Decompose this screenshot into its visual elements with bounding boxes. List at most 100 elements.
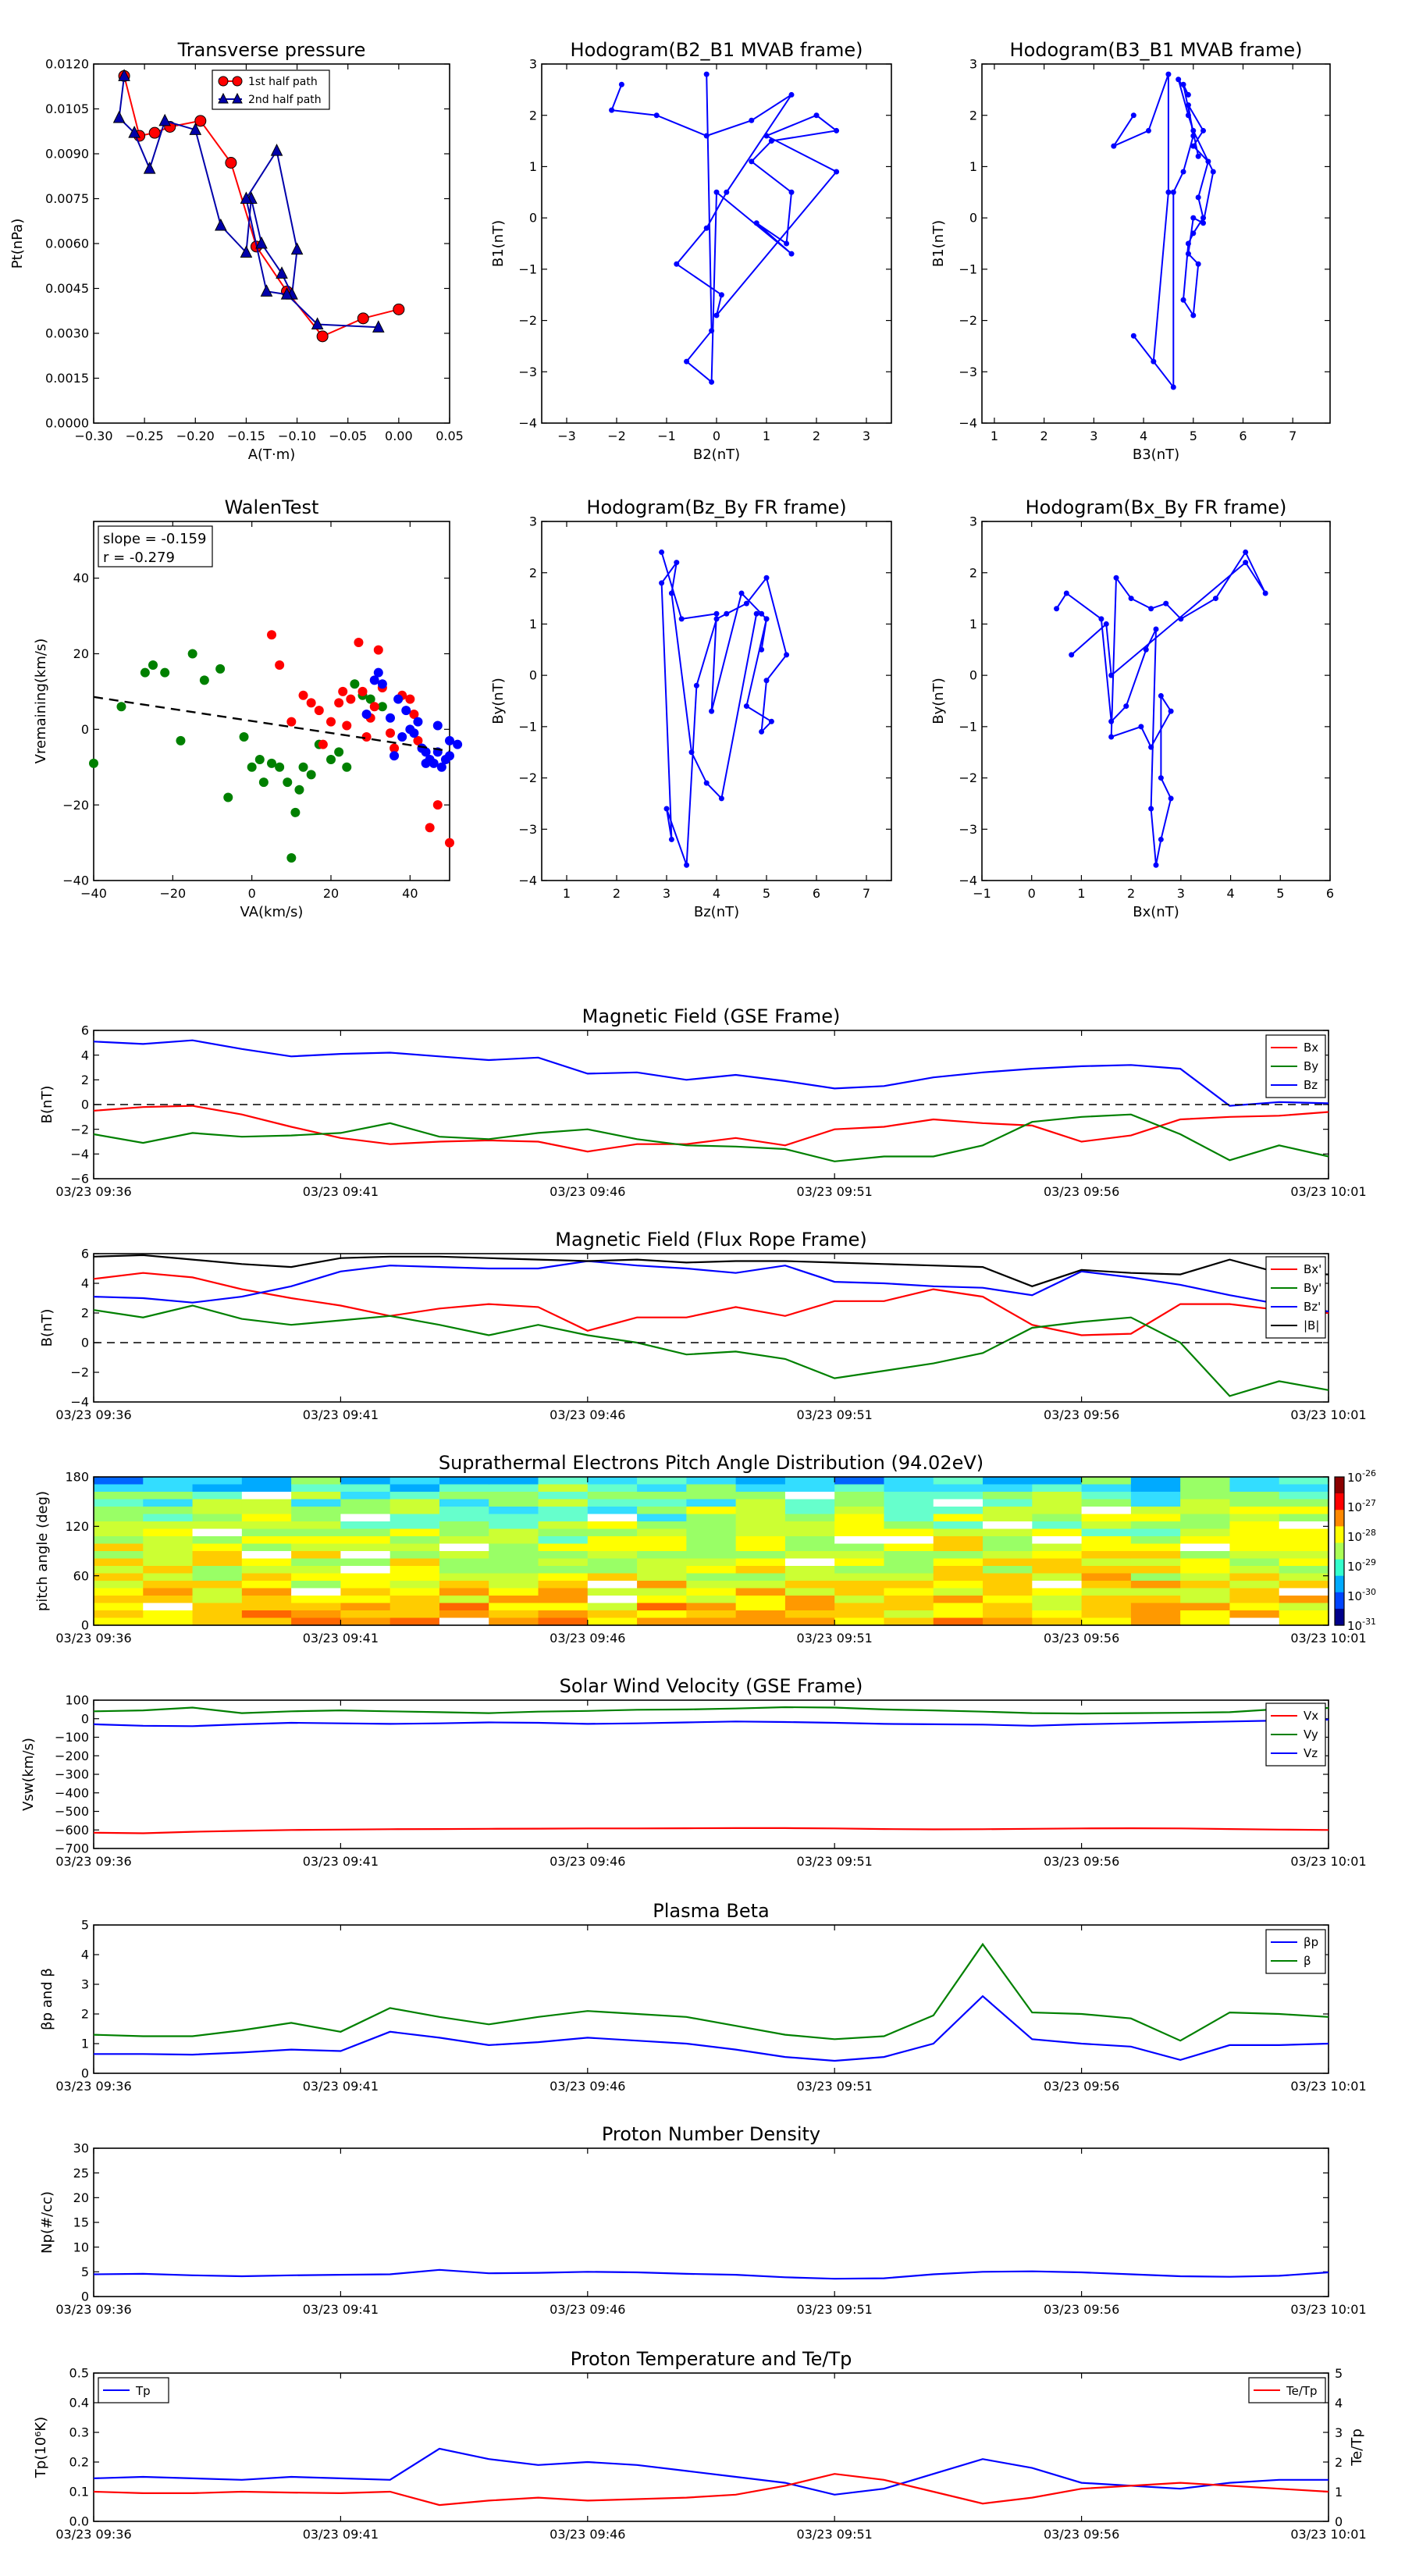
h1-ytick-label: 1 [529,159,537,174]
tp-legend-marker-2b [232,92,243,104]
walen-point [369,702,379,712]
h1-point [813,112,820,119]
pad-cell [1032,1543,1083,1552]
fr-legend-box [1265,1256,1326,1339]
pad-cell [1032,1536,1083,1545]
h2-point [1185,91,1191,98]
pad-cell [439,1514,489,1522]
pad-cell [1081,1477,1132,1485]
pad-cell [933,1596,984,1604]
pad-cell [94,1596,144,1604]
h1-xlabel: B2(nT) [693,447,740,463]
pad-cell [1229,1603,1280,1611]
h1-ytick-label: −2 [518,313,537,328]
pad-cell [983,1610,1033,1619]
h4-point [1148,744,1154,750]
h2-xtick-label: 7 [1289,429,1297,443]
pad-cell [538,1536,589,1545]
tp-legend-marker-1b [232,76,243,87]
h3-ytick-label: −4 [518,873,537,888]
h4-xtick-label: 3 [1177,886,1185,901]
h4-ylabel: By(nT) [930,678,947,724]
walen-xtick-label: 20 [323,886,339,901]
pad-cell [1032,1573,1083,1582]
pad-cell [637,1492,687,1500]
tp-legend: 1st half path 2nd half path [212,69,330,110]
pad-cell [1081,1543,1132,1552]
h3-point [659,549,665,555]
sw-series-1-line [93,1827,1329,1834]
pad-cell [834,1521,885,1530]
h1-ytick-label: 3 [529,57,537,72]
pad-cell [1229,1499,1280,1507]
pad-cell [1279,1484,1329,1493]
np-ytick-label: 0 [81,2290,89,2304]
pad-cell [884,1617,934,1626]
pad-cell [143,1566,194,1574]
pad-cell [735,1558,786,1567]
pad-cell [1032,1507,1083,1515]
pad-cell [143,1573,194,1582]
pad-cell [884,1492,934,1500]
pad-cell [192,1588,243,1596]
h4-point [1153,626,1159,632]
pad-cell [784,1477,835,1485]
pad-cell [1130,1573,1181,1582]
pad-cell [686,1551,737,1560]
h4-xtick-label: 1 [1077,886,1085,901]
pad-cell [291,1536,341,1545]
h3-point [763,678,770,684]
pad-colorbar-tick-label: 10-31 [1347,1617,1376,1633]
pad-cell [143,1603,194,1611]
pad-cell [637,1528,687,1537]
pad-cell [241,1484,292,1493]
pad-cell [1279,1521,1329,1530]
pad-cell [241,1477,292,1485]
mf-ytick-label: −2 [70,1122,89,1137]
walen-point [373,667,383,678]
pad-cell [94,1543,144,1552]
tp-point [215,218,227,231]
pad-cell [1130,1610,1181,1619]
pad-cell [439,1603,489,1611]
pad-cell [1130,1507,1181,1515]
pad-cell [1229,1521,1280,1530]
pad-cell [834,1528,885,1537]
pad-cell [983,1573,1033,1582]
h3-frame [541,521,892,881]
h2-xtick-label: 6 [1239,429,1247,443]
np-panel: Proton Number Density 03/23 09:36 03/23 09… [39,2123,1367,2317]
pad-cell [587,1551,638,1560]
h4-point [1143,646,1149,653]
h3-point [668,590,674,596]
pad-cell [489,1588,539,1596]
pad-cell [1032,1528,1083,1537]
temp-ylabel2: Te/Tp [1349,2428,1365,2467]
pad-cell [192,1610,243,1619]
walen-point [298,762,308,772]
pad-cell [784,1603,835,1611]
pad-cell [735,1499,786,1507]
pad-cell [1130,1617,1181,1626]
np-ytick-label: 15 [73,2215,89,2230]
pad-cell [933,1558,984,1567]
pad-cell [637,1507,687,1515]
pad-cell [291,1588,341,1596]
pad-ytick-label: 120 [65,1519,89,1534]
pad-cell [538,1610,589,1619]
fr-xtick-label: 03/23 09:51 [797,1407,873,1422]
beta-ytick-label: 4 [81,1948,89,1962]
pad-cell [884,1558,934,1567]
pad-cell [933,1514,984,1522]
pad-cell [489,1573,539,1582]
pad-cell [1081,1558,1132,1567]
pad-cell [94,1484,144,1493]
pad-cell [538,1596,589,1604]
walen-title: WalenTest [225,496,319,518]
h2-point [1205,158,1211,165]
h4-ytick-label: 3 [969,514,977,529]
pad-cell [143,1617,194,1626]
h3-point [724,610,730,617]
